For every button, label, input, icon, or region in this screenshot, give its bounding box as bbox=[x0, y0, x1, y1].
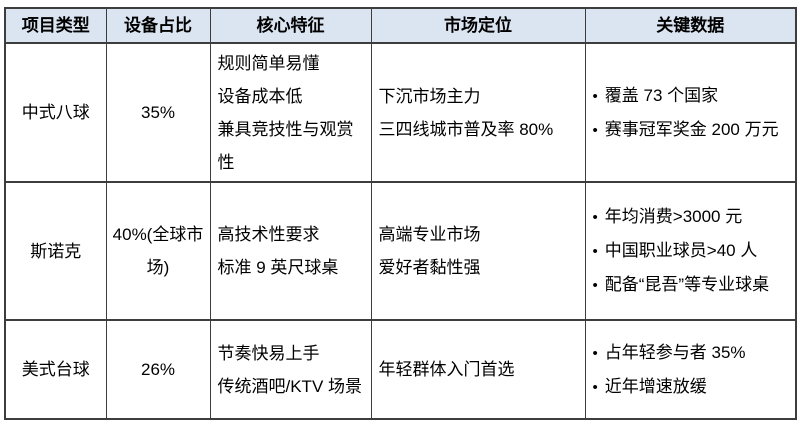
header-core-features: 核心特征 bbox=[209, 7, 372, 44]
bullet-glyph: • bbox=[592, 277, 598, 294]
key-data-text: 年均消费>3000 元 bbox=[604, 207, 743, 226]
cell-core-features: 高技术性要求 标准 9 英尺球桌 bbox=[209, 181, 372, 321]
key-data-item: • 覆盖 73 个国家 bbox=[593, 79, 789, 113]
cell-project-type: 美式台球 bbox=[4, 319, 107, 420]
feature-line: 节奏快易上手 bbox=[217, 343, 320, 363]
feature-line: 标准 9 英尺球桌 bbox=[217, 258, 339, 277]
table-row-snooker: 斯诺克 40%(全球市场) 高技术性要求 标准 9 英尺球桌 高端专业市场 爱好… bbox=[4, 181, 797, 321]
cell-market-position: 下沉市场主力 三四线城市普及率 80% bbox=[370, 42, 586, 183]
cell-market-position: 年轻群体入门首选 bbox=[370, 319, 586, 420]
key-data-item: • 占年轻参与者 35% bbox=[593, 336, 789, 370]
bullet-glyph: • bbox=[592, 344, 598, 362]
key-data-text: 占年轻参与者 35% bbox=[604, 342, 746, 362]
bullet-glyph: • bbox=[592, 378, 598, 396]
cell-project-type: 中式八球 bbox=[4, 42, 107, 183]
key-data-item: • 赛事冠军奖金 200 万元 bbox=[593, 113, 789, 147]
cell-core-features: 规则简单易懂 设备成本低 兼具竞技性与观赏性 bbox=[209, 42, 372, 183]
header-key-data: 关键数据 bbox=[584, 7, 797, 44]
feature-line: 兼具竞技性与观赏性 bbox=[217, 119, 354, 172]
key-data-item: • 近年增速放缓 bbox=[593, 370, 789, 404]
market-line: 年轻群体入门首选 bbox=[378, 360, 515, 379]
cell-project-type: 斯诺克 bbox=[4, 181, 107, 321]
billiards-comparison-table: 项目类型 设备占比 核心特征 市场定位 关键数据 中式八球 35% 规则简单易懂… bbox=[4, 7, 797, 420]
feature-line: 规则简单易懂 bbox=[217, 53, 320, 73]
feature-line: 传统酒吧/KTV 场景 bbox=[217, 376, 363, 396]
market-line: 下沉市场主力 bbox=[378, 86, 481, 106]
bullet-glyph: • bbox=[592, 243, 598, 260]
market-line: 高端专业市场 bbox=[378, 225, 481, 244]
cell-core-features: 节奏快易上手 传统酒吧/KTV 场景 bbox=[209, 319, 372, 420]
header-market-position: 市场定位 bbox=[370, 7, 586, 44]
key-data-item: • 年均消费>3000 元 bbox=[593, 200, 789, 234]
feature-line: 设备成本低 bbox=[217, 86, 303, 106]
cell-key-data: • 占年轻参与者 35% • 近年增速放缓 bbox=[584, 319, 797, 420]
cell-market-position: 高端专业市场 爱好者黏性强 bbox=[370, 181, 586, 321]
feature-line: 高技术性要求 bbox=[217, 225, 320, 244]
header-row: 项目类型 设备占比 核心特征 市场定位 关键数据 bbox=[4, 7, 797, 44]
cell-equipment-share: 35% bbox=[105, 42, 211, 183]
header-equipment-share: 设备占比 bbox=[105, 7, 211, 44]
table-row-american-pool: 美式台球 26% 节奏快易上手 传统酒吧/KTV 场景 年轻群体入门首选 • 占年… bbox=[4, 319, 797, 420]
cell-key-data: • 年均消费>3000 元 • 中国职业球员>40 人 • 配备“昆吾”等专业球桌 bbox=[584, 181, 797, 321]
key-data-text: 中国职业球员>40 人 bbox=[604, 241, 758, 260]
key-data-text: 覆盖 73 个国家 bbox=[604, 85, 719, 105]
market-line: 三四线城市普及率 80% bbox=[378, 119, 554, 139]
cell-equipment-share: 40%(全球市场) bbox=[105, 181, 211, 321]
key-data-item: • 中国职业球员>40 人 bbox=[593, 234, 789, 268]
bullet-glyph: • bbox=[592, 121, 598, 139]
key-data-item: • 配备“昆吾”等专业球桌 bbox=[593, 268, 789, 302]
key-data-text: 配备“昆吾”等专业球桌 bbox=[604, 275, 770, 294]
table-row-chinese-eightball: 中式八球 35% 规则简单易懂 设备成本低 兼具竞技性与观赏性 下沉市场主力 三… bbox=[4, 42, 797, 183]
cell-equipment-share: 26% bbox=[105, 319, 211, 420]
bullet-glyph: • bbox=[592, 87, 598, 105]
key-data-text: 赛事冠军奖金 200 万元 bbox=[604, 119, 779, 139]
market-line: 爱好者黏性强 bbox=[378, 258, 481, 277]
bullet-glyph: • bbox=[592, 209, 598, 226]
key-data-text: 近年增速放缓 bbox=[604, 376, 707, 396]
header-project-type: 项目类型 bbox=[4, 7, 107, 44]
cell-key-data: • 覆盖 73 个国家 • 赛事冠军奖金 200 万元 bbox=[584, 42, 797, 183]
